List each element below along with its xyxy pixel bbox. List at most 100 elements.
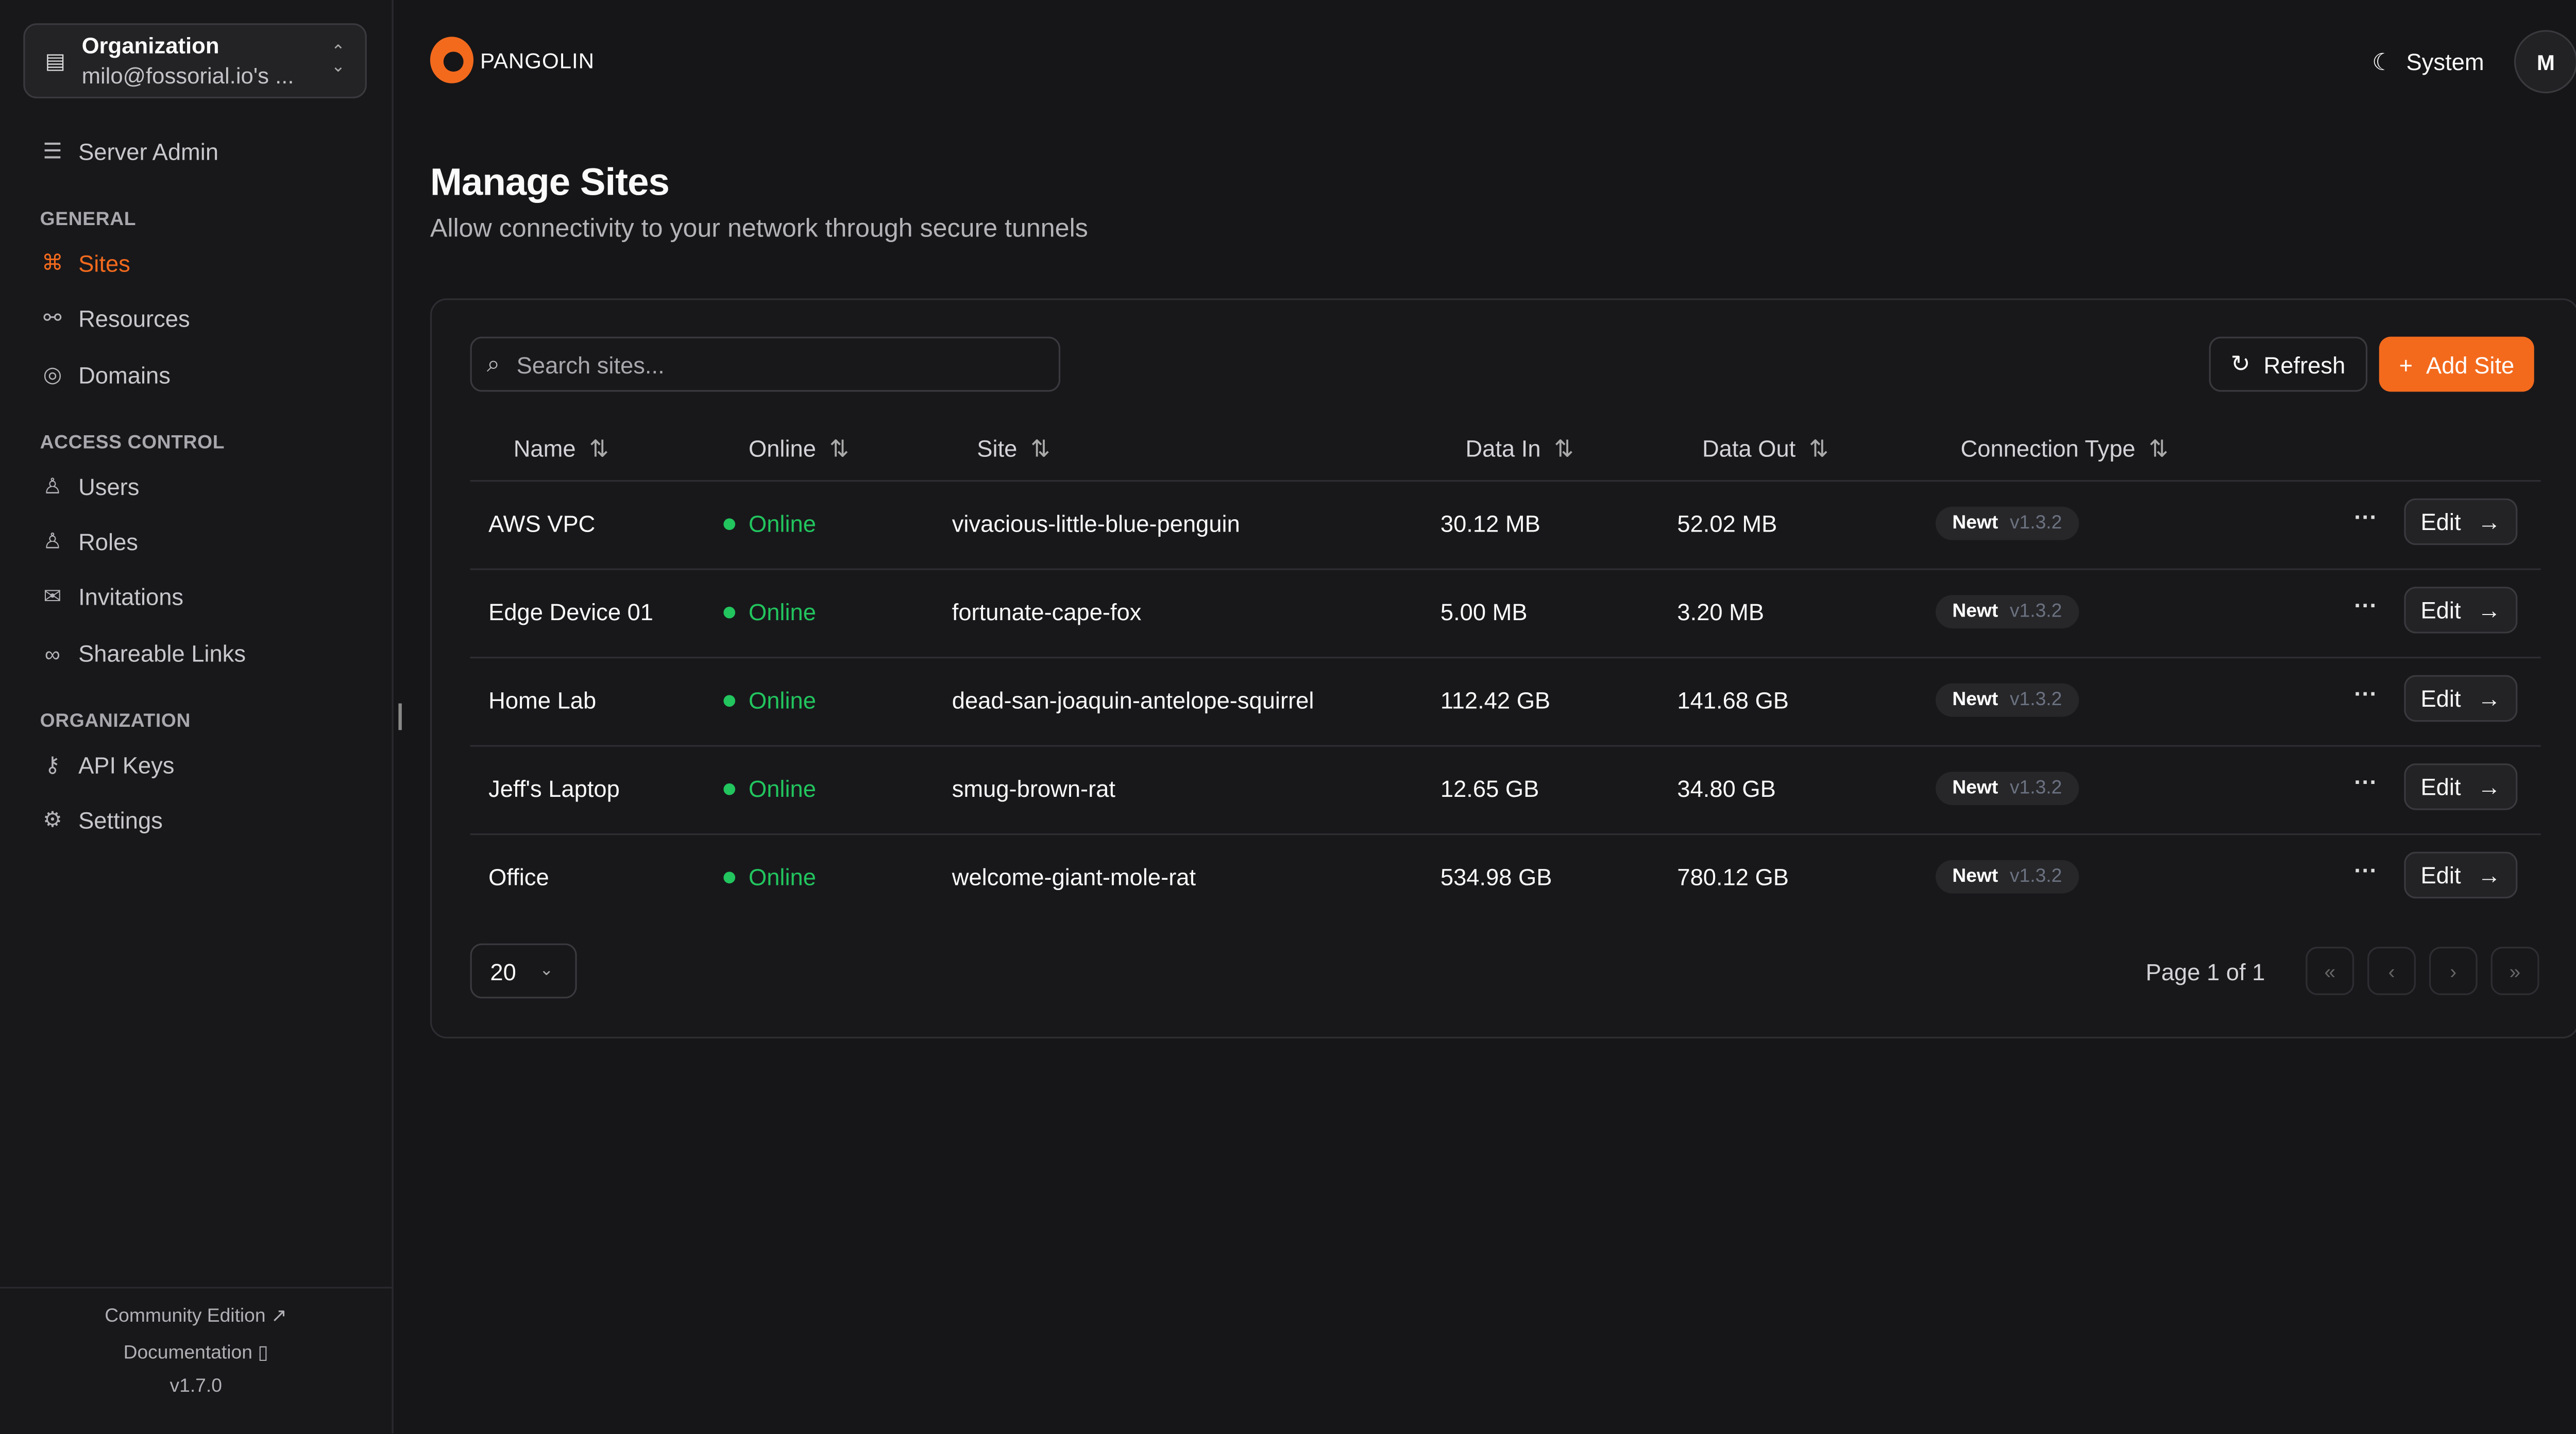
online-status: Online: [723, 599, 816, 625]
column-data-in[interactable]: Data In ⇅: [1465, 435, 1574, 462]
add-site-button[interactable]: + Add Site: [2379, 336, 2535, 392]
sidebar-item-resources[interactable]: ⚯ Resources: [40, 305, 190, 332]
data-out: 3.20 MB: [1677, 598, 1765, 625]
column-online[interactable]: Online ⇅: [748, 435, 849, 462]
label: Edit: [2420, 508, 2461, 535]
table-row[interactable]: Home Lab Online dead-san-joaquin-antelop…: [470, 657, 2541, 747]
edit-button[interactable]: Edit →: [2404, 851, 2518, 899]
user-icon: ♙: [43, 473, 62, 499]
more-actions-icon[interactable]: ···: [2354, 857, 2378, 884]
site-id: vivacious-little-blue-penguin: [952, 510, 1240, 537]
label: Add Site: [2426, 351, 2515, 378]
connection-type-badge: Newt v1.3.2: [1935, 506, 2079, 540]
label: Domains: [78, 362, 171, 388]
search-input[interactable]: [513, 349, 1020, 380]
section-general: GENERAL: [40, 210, 137, 230]
more-actions-icon[interactable]: ···: [2354, 768, 2378, 795]
refresh-icon: ↻: [2230, 350, 2250, 377]
site-id: dead-san-joaquin-antelope-squirrel: [952, 687, 1314, 714]
moon-icon: ☾: [2372, 47, 2393, 75]
page-subtitle: Allow connectivity to your network throu…: [430, 215, 1088, 244]
sidebar-item-users[interactable]: ♙ Users: [40, 473, 140, 500]
sites-card: ⌕ ↻Refresh +Add Site Name⇅ Online⇅ Site⇅…: [430, 298, 2576, 1039]
sort-icon: ⇅: [589, 435, 609, 462]
label: Server Admin: [78, 138, 219, 165]
community-edition-link[interactable]: Community Edition ↗: [0, 1304, 392, 1327]
type: Newt: [1952, 513, 1998, 534]
label: Edit: [2420, 685, 2461, 712]
data-out: 141.68 GB: [1677, 687, 1789, 714]
refresh-button[interactable]: ↻ Refresh: [2209, 336, 2367, 392]
next-page-button[interactable]: ›: [2429, 947, 2478, 995]
sidebar-item-sites[interactable]: ⌘ Sites: [40, 250, 130, 277]
label: Edit: [2420, 862, 2461, 889]
org-switcher[interactable]: ▤ Organization milo@fossorial.io's ... ⌃…: [23, 23, 367, 98]
globe-icon: ◎: [43, 362, 62, 387]
column-site[interactable]: Site ⇅: [977, 435, 1050, 462]
page-size-select[interactable]: 20 ⌄: [470, 943, 577, 999]
data-out: 780.12 GB: [1677, 863, 1789, 891]
sidebar-resize-handle[interactable]: [398, 703, 402, 730]
version: v1.3.2: [2009, 513, 2062, 534]
more-actions-icon[interactable]: ···: [2354, 591, 2378, 619]
brand: PANGOLIN: [480, 47, 595, 73]
plus-icon: +: [2399, 351, 2413, 378]
gear-icon: ⚙: [43, 807, 62, 832]
label: Documentation: [123, 1343, 252, 1364]
search-field[interactable]: ⌕: [470, 336, 1061, 392]
site-id: welcome-giant-mole-rat: [952, 863, 1196, 891]
documentation-link[interactable]: Documentation ▯: [0, 1340, 392, 1364]
column-name[interactable]: Name ⇅: [513, 435, 609, 462]
avatar[interactable]: M: [2514, 30, 2576, 94]
label: Users: [78, 473, 140, 500]
value: 20: [490, 958, 516, 984]
page-title: Manage Sites: [430, 160, 670, 203]
table-row[interactable]: Jeff's Laptop Online smug-brown-rat 12.6…: [470, 745, 2541, 835]
arrow-right-icon: →: [2477, 862, 2501, 889]
site-name: AWS VPC: [488, 510, 596, 537]
chevrons-up-down-icon: ⌃ ⌄: [331, 43, 345, 77]
logo[interactable]: PANGOLIN: [430, 37, 595, 83]
version: v1.7.0: [170, 1376, 222, 1397]
connection-type-badge: Newt v1.3.2: [1935, 860, 2079, 894]
sort-icon: ⇅: [829, 435, 849, 462]
sidebar-item-roles[interactable]: ♙ Roles: [40, 528, 138, 555]
edit-button[interactable]: Edit →: [2404, 587, 2518, 634]
type: Newt: [1952, 602, 1998, 622]
last-page-button[interactable]: »: [2490, 947, 2539, 995]
label: Roles: [78, 528, 138, 555]
connection-type-badge: Newt v1.3.2: [1935, 595, 2079, 628]
edit-button[interactable]: Edit →: [2404, 763, 2518, 810]
connection-type-badge: Newt v1.3.2: [1935, 683, 2079, 717]
sidebar-item-domains[interactable]: ◎ Domains: [40, 362, 171, 388]
column-data-out[interactable]: Data Out ⇅: [1702, 435, 1829, 462]
table-row[interactable]: AWS VPC Online vivacious-little-blue-pen…: [470, 480, 2541, 570]
table-row[interactable]: Office Online welcome-giant-mole-rat 534…: [470, 833, 2541, 922]
table-row[interactable]: Edge Device 01 Online fortunate-cape-fox…: [470, 568, 2541, 659]
first-page-button[interactable]: «: [2306, 947, 2354, 995]
arrow-right-icon: →: [2477, 596, 2501, 624]
building-icon: ▤: [45, 48, 66, 74]
sort-icon: ⇅: [1030, 435, 1050, 462]
arrow-right-icon: →: [2477, 508, 2501, 535]
more-actions-icon[interactable]: ···: [2354, 503, 2378, 531]
prev-page-button[interactable]: ‹: [2367, 947, 2416, 995]
more-actions-icon[interactable]: ···: [2354, 680, 2378, 707]
version: v1.3.2: [2009, 866, 2062, 887]
online-status: Online: [723, 687, 816, 713]
edit-button[interactable]: Edit →: [2404, 498, 2518, 545]
column-connection-type[interactable]: Connection Type ⇅: [1960, 435, 2168, 462]
sidebar-item-server-admin[interactable]: ☰ Server Admin: [40, 139, 218, 165]
sidebar-item-invitations[interactable]: ✉ Invitations: [40, 584, 183, 610]
sidebar-item-api-keys[interactable]: ⚷ API Keys: [40, 752, 175, 778]
online-status: Online: [723, 510, 816, 537]
label: API Keys: [78, 752, 175, 779]
label: Refresh: [2263, 351, 2346, 378]
label: Resources: [78, 305, 190, 332]
edit-button[interactable]: Edit →: [2404, 675, 2518, 722]
data-in: 534.98 GB: [1440, 863, 1552, 891]
sidebar-item-shareable-links[interactable]: ∞ Shareable Links: [40, 640, 246, 667]
resources-icon: ⚯: [43, 305, 62, 330]
theme-toggle[interactable]: ☾ System: [2372, 47, 2484, 76]
sidebar-item-settings[interactable]: ⚙ Settings: [40, 807, 163, 833]
